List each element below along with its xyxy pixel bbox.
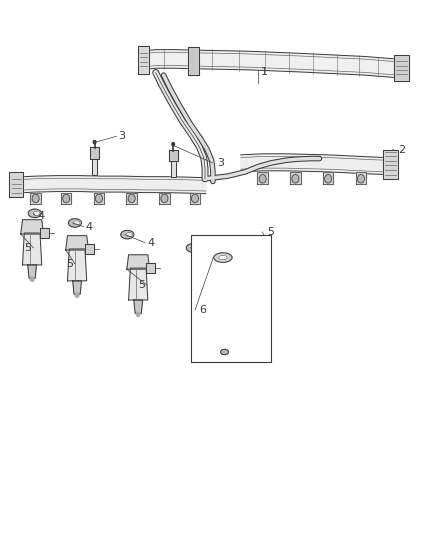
Polygon shape <box>221 324 228 335</box>
Circle shape <box>30 277 34 281</box>
Ellipse shape <box>221 349 229 354</box>
Circle shape <box>325 174 332 183</box>
Circle shape <box>95 194 102 203</box>
Polygon shape <box>169 150 177 161</box>
Circle shape <box>161 194 168 203</box>
Ellipse shape <box>126 232 133 237</box>
Text: 3: 3 <box>217 158 224 168</box>
Polygon shape <box>134 300 143 313</box>
Circle shape <box>191 194 198 203</box>
Ellipse shape <box>73 221 80 225</box>
Polygon shape <box>129 268 148 300</box>
Ellipse shape <box>28 209 41 217</box>
Polygon shape <box>14 175 206 193</box>
Polygon shape <box>356 172 366 184</box>
Text: 4: 4 <box>147 238 154 247</box>
Circle shape <box>292 174 299 183</box>
Polygon shape <box>22 233 42 265</box>
Polygon shape <box>94 193 104 204</box>
Circle shape <box>128 194 135 203</box>
Circle shape <box>172 143 174 146</box>
Polygon shape <box>188 47 199 75</box>
Circle shape <box>137 312 140 317</box>
Circle shape <box>63 194 70 203</box>
Text: 2: 2 <box>398 144 405 155</box>
Polygon shape <box>258 172 268 184</box>
Polygon shape <box>323 172 333 184</box>
Polygon shape <box>127 255 150 269</box>
Polygon shape <box>67 249 87 281</box>
Polygon shape <box>127 193 137 204</box>
Circle shape <box>259 174 266 183</box>
Polygon shape <box>146 263 155 273</box>
Circle shape <box>223 335 226 338</box>
Polygon shape <box>190 193 200 204</box>
Circle shape <box>93 141 96 144</box>
Text: 1: 1 <box>261 68 268 77</box>
Text: 6: 6 <box>199 305 206 315</box>
Polygon shape <box>215 286 234 298</box>
Polygon shape <box>231 293 239 302</box>
Polygon shape <box>92 150 97 175</box>
Polygon shape <box>90 148 99 159</box>
Polygon shape <box>143 50 398 78</box>
Ellipse shape <box>186 244 199 252</box>
Circle shape <box>75 293 79 297</box>
Ellipse shape <box>68 219 81 227</box>
Polygon shape <box>85 244 94 254</box>
Ellipse shape <box>219 255 227 260</box>
Polygon shape <box>394 55 409 82</box>
Polygon shape <box>383 150 398 179</box>
Polygon shape <box>170 152 176 177</box>
Polygon shape <box>30 193 41 204</box>
Polygon shape <box>66 236 88 250</box>
Polygon shape <box>73 281 81 294</box>
Polygon shape <box>290 172 300 184</box>
Polygon shape <box>216 297 233 324</box>
Bar <box>191 235 272 362</box>
Text: 4: 4 <box>38 211 45 221</box>
Polygon shape <box>28 265 36 278</box>
Polygon shape <box>10 172 22 197</box>
Text: 5: 5 <box>138 280 145 290</box>
Polygon shape <box>159 193 170 204</box>
Text: 5: 5 <box>24 243 31 253</box>
Circle shape <box>357 174 364 183</box>
Text: 4: 4 <box>245 251 252 261</box>
Polygon shape <box>138 46 149 74</box>
Ellipse shape <box>121 230 134 239</box>
Text: 5: 5 <box>267 227 274 237</box>
Polygon shape <box>61 193 71 204</box>
Polygon shape <box>40 228 49 238</box>
Ellipse shape <box>214 253 232 262</box>
Circle shape <box>32 194 39 203</box>
Ellipse shape <box>33 211 40 215</box>
Ellipse shape <box>191 246 198 250</box>
Text: 3: 3 <box>119 131 126 141</box>
Polygon shape <box>241 154 385 174</box>
Text: 4: 4 <box>86 222 93 232</box>
Text: 5: 5 <box>66 259 73 269</box>
Polygon shape <box>21 220 43 234</box>
